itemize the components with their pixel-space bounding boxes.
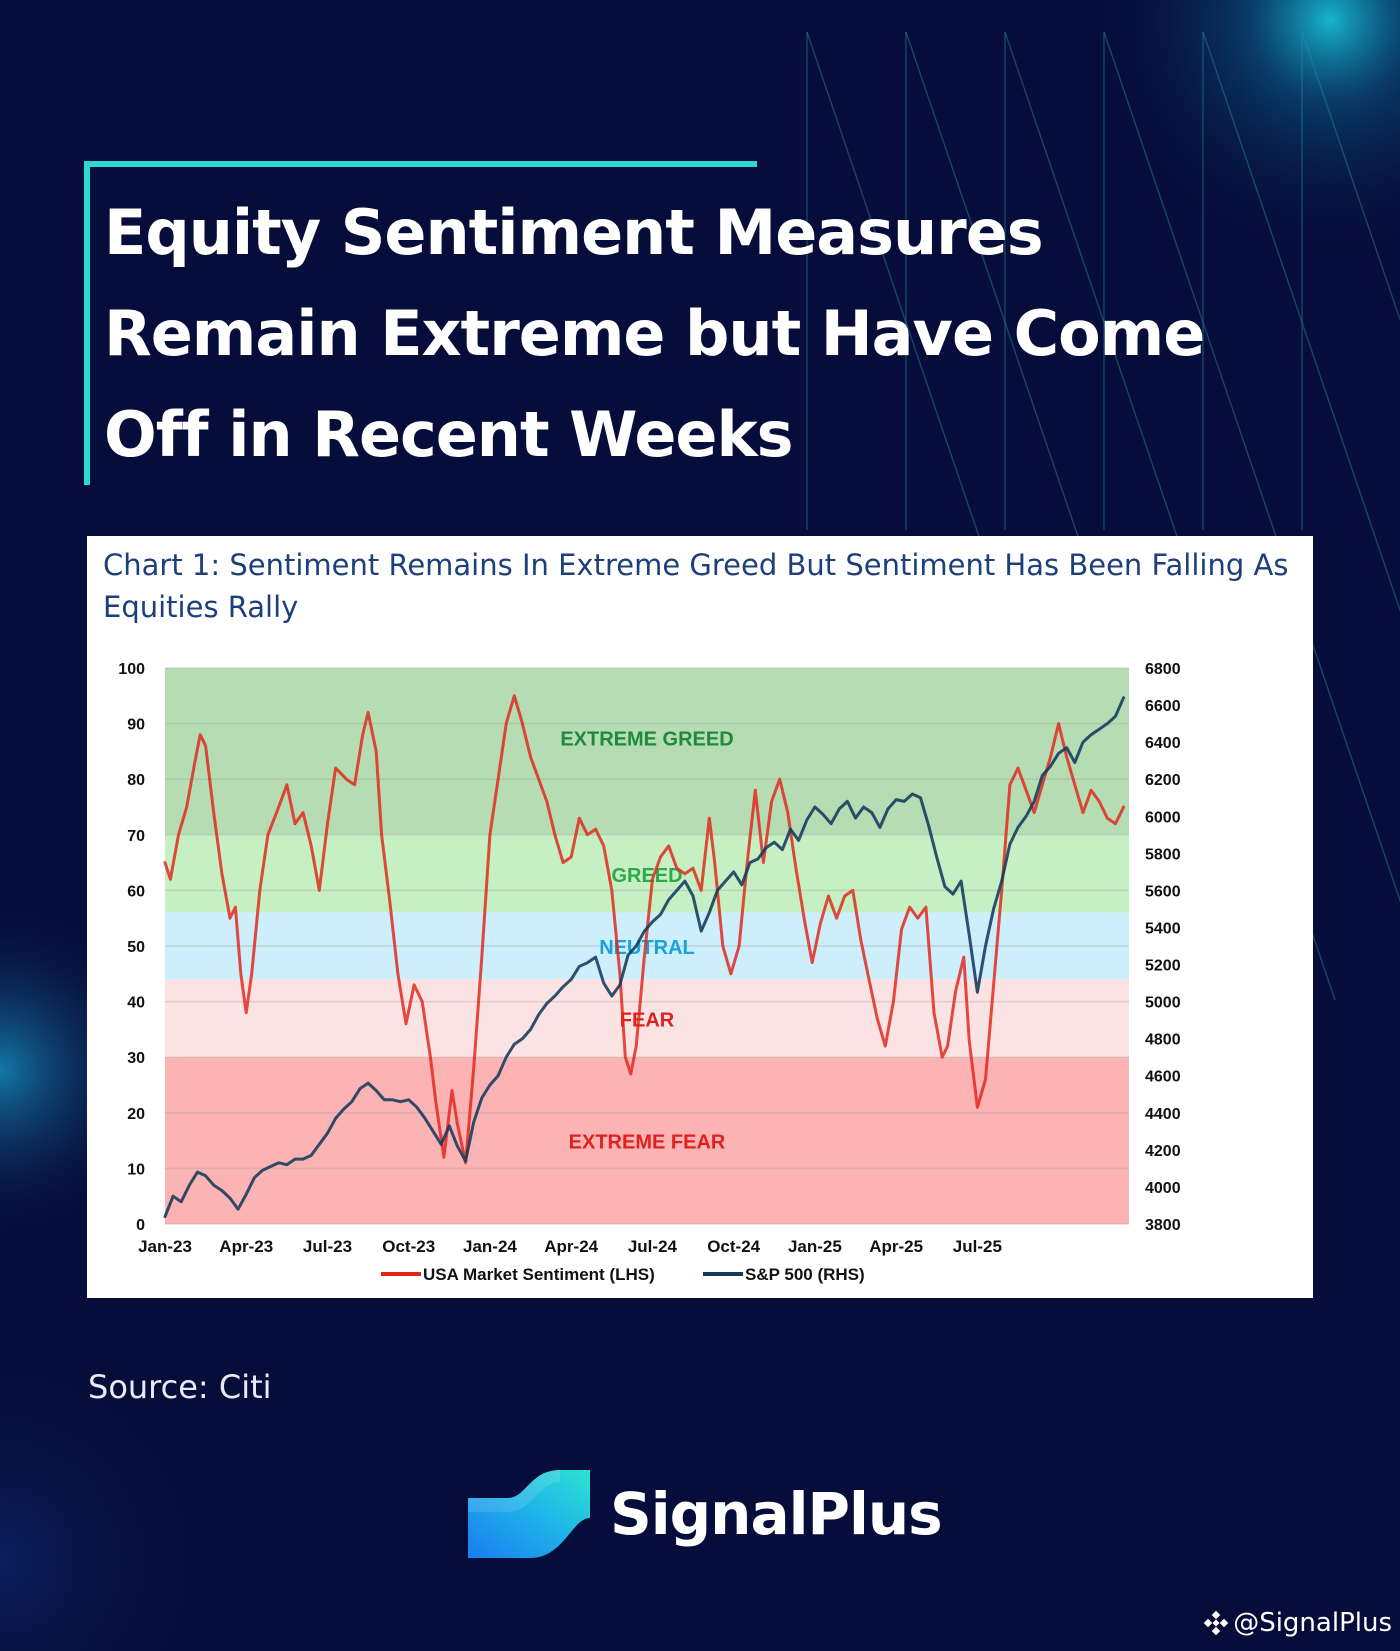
y-left-tick-label: 50 [127, 939, 145, 956]
y-right-tick-label: 6400 [1145, 735, 1181, 752]
y-right-tick-label: 6200 [1145, 772, 1181, 789]
y-left-tick-label: 20 [127, 1106, 145, 1123]
x-tick-label: Apr-24 [544, 1237, 598, 1256]
zone-label: GREED [611, 865, 682, 887]
sentiment-chart: EXTREME GREED GREED NEUTRAL FEAR EXTREME FEA… [118, 661, 1181, 1284]
x-tick-label: Jan-23 [138, 1237, 192, 1256]
y-right-tick-label: 4200 [1145, 1143, 1181, 1160]
title-block: Equity Sentiment Measures Remain Extreme… [84, 162, 1304, 485]
y-left-tick-label: 40 [127, 995, 145, 1012]
social-handle: @SignalPlus [1203, 1608, 1392, 1638]
y-right-tick-label: 4800 [1145, 1032, 1181, 1049]
zone-label: NEUTRAL [599, 937, 695, 959]
x-tick-label: Jul-24 [628, 1237, 678, 1256]
y-right-tick-label: 5000 [1145, 995, 1181, 1012]
y-right-tick-label: 6000 [1145, 809, 1181, 826]
chart-title: Chart 1: Sentiment Remains In Extreme Gr… [103, 548, 1289, 624]
legend-label: USA Market Sentiment (LHS) [423, 1265, 655, 1284]
y-left-tick-label: 80 [127, 772, 145, 789]
x-tick-label: Jan-24 [463, 1237, 517, 1256]
zone-label: FEAR [620, 1009, 675, 1031]
sp500-series-line [163, 696, 1126, 1219]
y-left-tick-label: 100 [118, 661, 145, 678]
y-right-tick-label: 5800 [1145, 846, 1181, 863]
y-right-tick-label: 4000 [1145, 1180, 1181, 1197]
y-right-tick-label: 5600 [1145, 883, 1181, 900]
chart-card: Chart 1: Sentiment Remains In Extreme Gr… [87, 536, 1313, 1298]
handle-text: @SignalPlus [1233, 1608, 1392, 1638]
y-right-tick-label: 5200 [1145, 958, 1181, 975]
x-tick-label: Apr-25 [869, 1237, 923, 1256]
x-tick-label: Jan-25 [788, 1237, 842, 1256]
diamond-logo-icon [1203, 1610, 1229, 1636]
brand-name: SignalPlus [610, 1480, 943, 1548]
y-right-tick-label: 6600 [1145, 698, 1181, 715]
y-left-tick-label: 60 [127, 883, 145, 900]
x-tick-label: Jul-23 [303, 1237, 352, 1256]
zone-band [165, 668, 1129, 835]
y-left-tick-label: 90 [127, 717, 145, 734]
signalplus-logo-icon [468, 1470, 590, 1558]
sentiment-series-line [163, 694, 1126, 1165]
page-title: Equity Sentiment Measures Remain Extreme… [104, 196, 1205, 471]
legend-label: S&P 500 (RHS) [745, 1265, 865, 1284]
y-right-tick-label: 4600 [1145, 1069, 1181, 1086]
y-left-tick-label: 70 [127, 828, 145, 845]
x-tick-label: Apr-23 [219, 1237, 273, 1256]
x-tick-label: Oct-24 [707, 1237, 760, 1256]
y-left-tick-label: 30 [127, 1050, 145, 1067]
zone-band [165, 1057, 1129, 1224]
y-right-tick-label: 5400 [1145, 920, 1181, 937]
y-left-tick-label: 10 [127, 1161, 145, 1178]
y-right-tick-label: 4400 [1145, 1106, 1181, 1123]
y-left-tick-label: 0 [136, 1217, 145, 1234]
brand-logo: SignalPlus [468, 1464, 943, 1564]
title-accent-bar [84, 161, 757, 167]
y-right-tick-label: 6800 [1145, 661, 1181, 678]
source-note: Source: Citi [88, 1368, 272, 1406]
x-tick-label: Jul-25 [953, 1237, 1002, 1256]
zone-label: EXTREME GREED [560, 729, 733, 751]
y-right-tick-label: 3800 [1145, 1217, 1181, 1234]
zone-label: EXTREME FEAR [569, 1132, 726, 1154]
x-tick-label: Oct-23 [382, 1237, 435, 1256]
